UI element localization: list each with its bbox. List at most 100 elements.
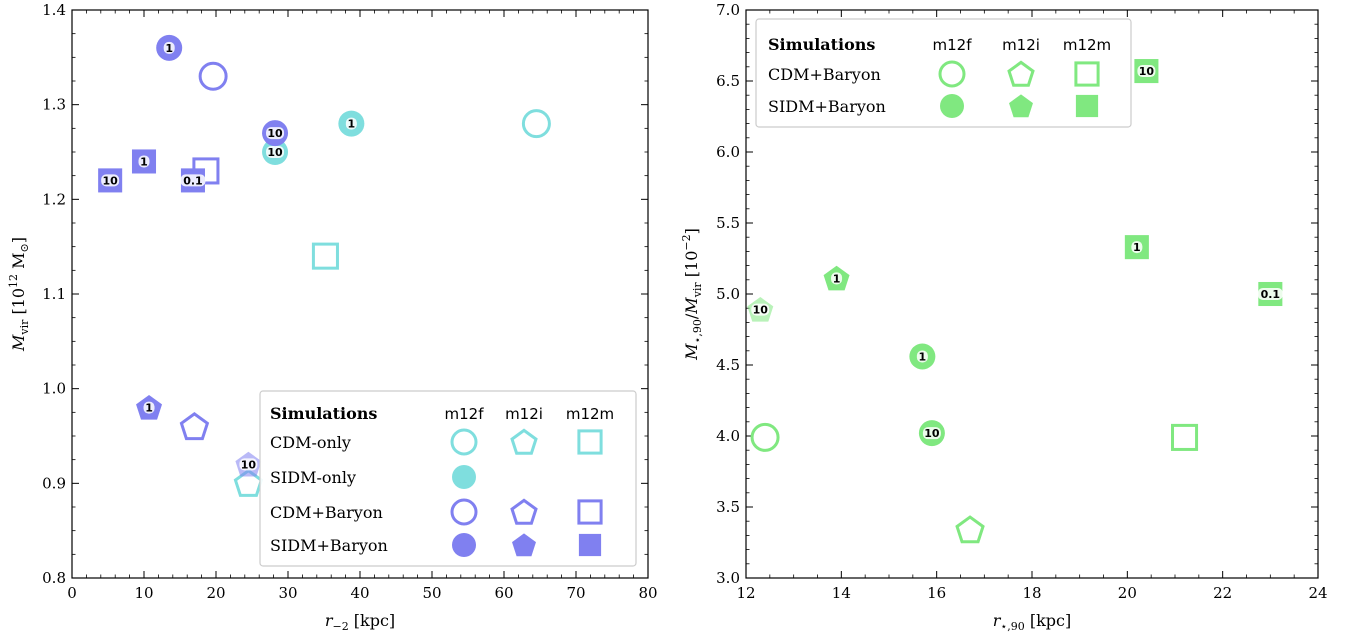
data-point-circle xyxy=(198,61,228,91)
legend-marker-square xyxy=(577,499,603,525)
legend-column-m12i: m12i xyxy=(1002,36,1040,54)
data-point-square xyxy=(311,242,339,270)
legend-marker-square xyxy=(577,429,603,455)
legend: Simulations m12f m12i m12m CDM-only SIDM-only… xyxy=(259,390,637,567)
legend-column-m12m: m12m xyxy=(566,405,614,423)
legend-marker-square xyxy=(1075,94,1099,118)
point-label-bg xyxy=(101,174,120,187)
point-label-bg xyxy=(345,117,357,130)
x-tick-label: 0 xyxy=(67,584,77,602)
point-label-bg xyxy=(163,41,175,54)
legend-marker-square xyxy=(1074,61,1100,87)
legend-row-label: CDM-only xyxy=(270,433,351,452)
legend-marker-pentagon xyxy=(1007,60,1035,87)
data-point-circle xyxy=(521,109,551,139)
legend-marker-circle xyxy=(452,465,476,489)
legend-row-label: CDM+Baryon xyxy=(270,503,383,522)
legend-column-m12f: m12f xyxy=(933,36,973,54)
right-panel: 12 14 16 18 20 22 24 3.0 3.5 4.0 4.5 5.0 5.5 6.0 6.5 7.… xyxy=(680,1,1328,633)
y-tick-label: 1.2 xyxy=(42,190,66,208)
legend-marker-circle xyxy=(938,60,966,88)
point-label: 1 xyxy=(1133,241,1141,254)
legend-box xyxy=(259,390,637,567)
point-label: 1 xyxy=(833,272,841,285)
point-label: 10 xyxy=(267,127,283,140)
y-tick-label: 4.5 xyxy=(716,356,740,374)
x-tick-label: 22 xyxy=(1213,584,1232,602)
y-tick-label: 7.0 xyxy=(716,1,740,19)
data-point-pentagon xyxy=(179,412,210,441)
point-label-bg xyxy=(266,146,285,158)
y-tick-label: 1.4 xyxy=(42,1,66,19)
data-point-circle xyxy=(750,422,780,452)
point-label: 10 xyxy=(924,427,940,440)
point-label-bg xyxy=(266,127,285,140)
y-tick-label: 0.9 xyxy=(42,474,66,492)
point-label: 0.1 xyxy=(1261,288,1281,301)
left-panel: 0 10 20 30 40 50 60 70 80 0.8 0.9 1.0 1.1 1.2 1.3 1.4 r−… xyxy=(7,1,658,633)
legend-row-label: SIDM+Baryon xyxy=(768,97,886,116)
point-label-bg xyxy=(1257,288,1283,300)
y-tick-label: 1.1 xyxy=(42,285,66,303)
legend: Simulations m12f m12i m12m CDM+Baryon SIDM+Ba… xyxy=(755,18,1132,128)
y-axis-label: M⋆,90/Mvir [10−2] xyxy=(680,228,704,361)
y-tick-label: 1.0 xyxy=(42,380,66,398)
point-label-bg xyxy=(180,174,206,187)
legend-column-m12i: m12i xyxy=(505,405,543,423)
x-tick-label: 18 xyxy=(1022,584,1041,602)
point-label-bg xyxy=(751,303,770,316)
point-label: 0.1 xyxy=(183,174,203,187)
x-tick-label: 20 xyxy=(1118,584,1137,602)
point-label-bg xyxy=(1137,65,1156,78)
point-label: 1 xyxy=(165,42,173,55)
legend-marker-circle xyxy=(450,428,478,456)
point-label-bg xyxy=(916,350,928,363)
y-tick-label: 4.0 xyxy=(716,427,740,445)
x-tick-label: 12 xyxy=(736,584,755,602)
legend-marker-pentagon xyxy=(512,533,536,557)
point-label-bg xyxy=(239,458,258,471)
x-tick-label: 70 xyxy=(566,584,585,602)
legend-marker-circle xyxy=(940,94,964,118)
x-tick-label: 30 xyxy=(278,584,297,602)
legend-marker-square xyxy=(578,533,602,557)
point-label: 10 xyxy=(267,146,283,159)
point-label: 1 xyxy=(140,155,148,168)
x-axis-label: r−2 [kpc] xyxy=(325,611,395,633)
data-point-square xyxy=(1171,423,1199,451)
x-tick-label: 60 xyxy=(494,584,513,602)
y-tick-label: 5.5 xyxy=(716,214,740,232)
y-tick-label: 6.0 xyxy=(716,143,740,161)
legend-marker-pentagon xyxy=(510,428,538,455)
point-label-bg xyxy=(831,272,843,285)
x-axis-label: r⋆,90 [kpc] xyxy=(993,611,1072,633)
x-tick-label: 40 xyxy=(350,584,369,602)
y-tick-label: 3.0 xyxy=(716,569,740,587)
x-tick-label: 20 xyxy=(206,584,225,602)
point-label: 10 xyxy=(1139,65,1155,78)
y-tick-label: 5.0 xyxy=(716,285,740,303)
point-label: 10 xyxy=(241,458,257,471)
legend-column-m12m: m12m xyxy=(1063,36,1111,54)
y-tick-label: 0.8 xyxy=(42,569,66,587)
y-tick-label: 1.3 xyxy=(42,96,66,114)
point-label: 1 xyxy=(145,402,153,415)
x-tick-label: 10 xyxy=(134,584,153,602)
legend-row-label: SIDM-only xyxy=(270,468,356,487)
y-axis-label: Mvir [1012 M⊙] xyxy=(7,237,31,352)
point-label: 10 xyxy=(103,174,119,187)
data-point-pentagon xyxy=(233,468,264,497)
x-tick-label: 16 xyxy=(927,584,946,602)
point-label: 10 xyxy=(753,304,769,317)
legend-title: Simulations xyxy=(270,404,377,423)
legend-title: Simulations xyxy=(768,35,875,54)
legend-row-label: CDM+Baryon xyxy=(768,65,881,84)
point-label-bg xyxy=(143,401,155,414)
y-tick-label: 3.5 xyxy=(716,498,740,516)
point-label-bg xyxy=(922,427,941,440)
point-label: 1 xyxy=(348,118,356,131)
legend-marker-pentagon xyxy=(1009,94,1033,118)
x-tick-label: 50 xyxy=(422,584,441,602)
legend-row-label: SIDM+Baryon xyxy=(270,536,388,555)
